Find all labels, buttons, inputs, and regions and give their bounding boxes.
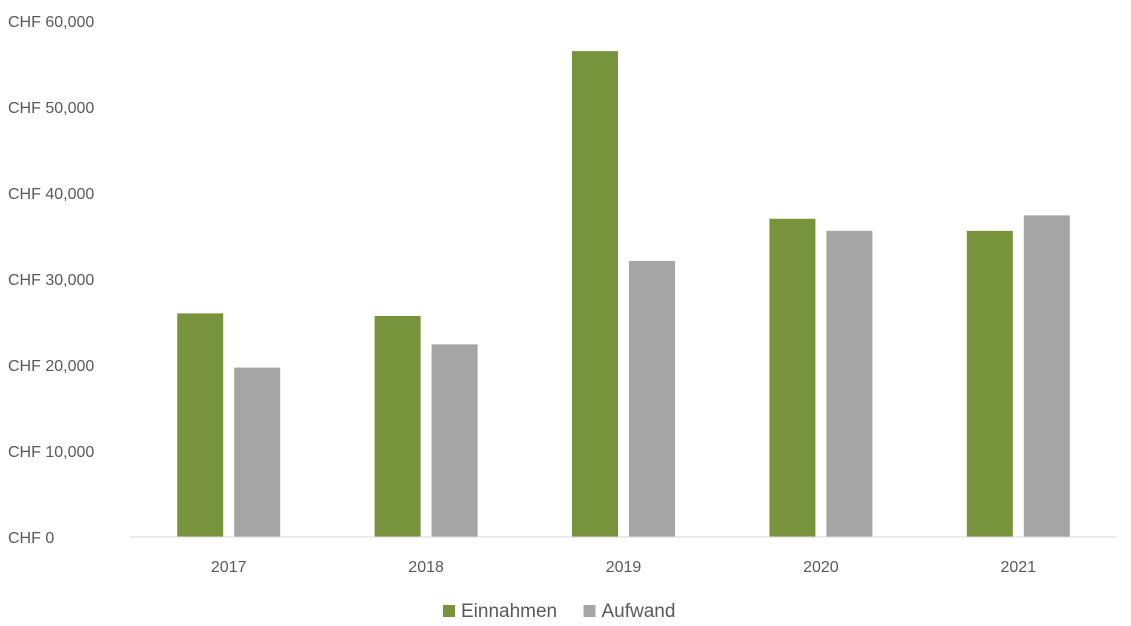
y-tick-label: CHF 0 [8,530,54,547]
y-tick-label: CHF 60,000 [8,14,94,31]
bars-layer [177,51,1070,538]
x-tick-label: 2021 [1001,559,1037,576]
bar-aufwand-2020 [826,230,873,537]
legend-label-aufwand: Aufwand [602,601,676,622]
x-tick-label: 2019 [606,559,642,576]
legend-swatch-einnahmen [443,605,455,617]
y-tick-label: CHF 40,000 [8,186,94,203]
bar-einnahmen-2017 [177,313,224,537]
bar-einnahmen-2021 [966,230,1013,537]
x-tick-label: 2020 [803,559,839,576]
x-tick-label: 2018 [408,559,444,576]
bar-aufwand-2021 [1023,215,1070,538]
y-tick-label: CHF 10,000 [8,444,94,461]
bar-aufwand-2019 [629,260,675,537]
bar-einnahmen-2019 [572,51,618,537]
bar-aufwand-2017 [234,367,281,537]
bar-einnahmen-2018 [374,315,421,537]
legend-label-einnahmen: Einnahmen [461,601,557,622]
x-tick-label: 2017 [211,559,247,576]
y-axis-ticks: CHF 0 CHF 10,000 CHF 20,000 CHF 30,000 CHF 4… [8,14,94,547]
bar-aufwand-2018 [431,344,478,537]
y-tick-label: CHF 50,000 [8,100,94,117]
legend: Einnahmen Aufwand [443,601,675,622]
y-tick-label: CHF 30,000 [8,272,94,289]
y-tick-label: CHF 20,000 [8,358,94,375]
legend-swatch-aufwand [583,605,596,617]
x-axis-ticks: 2017 2018 2019 2020 2021 [211,559,1036,576]
bar-einnahmen-2020 [769,218,816,538]
